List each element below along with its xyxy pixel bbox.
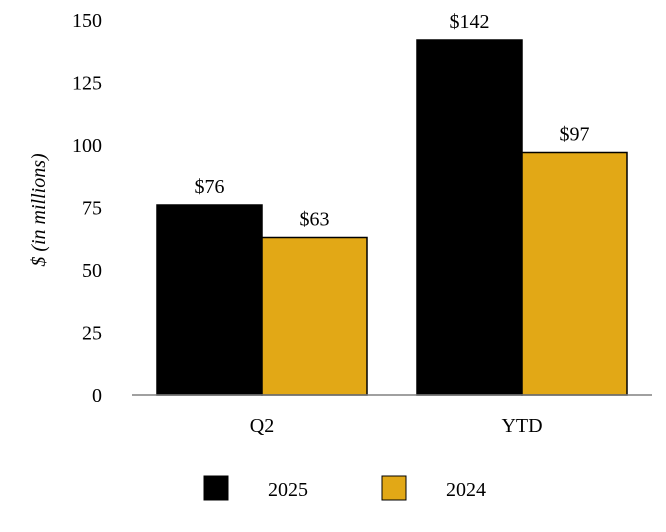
y-axis-label: $ (in millions)	[28, 153, 50, 267]
data-label: $142	[450, 11, 490, 33]
bar-2025-YTD	[416, 39, 523, 396]
legend-swatch-2025	[203, 475, 229, 501]
bar-2025-Q2	[156, 204, 263, 396]
y-tick-label: 150	[72, 10, 102, 32]
legend-label: 2025	[268, 479, 308, 501]
y-tick-label: 0	[92, 385, 102, 407]
bar-2024-Q2	[261, 236, 368, 396]
data-label: $76	[195, 176, 225, 198]
category-label: Q2	[250, 415, 274, 437]
legend-label: 2024	[446, 479, 486, 501]
data-label: $97	[560, 124, 590, 146]
legend-swatch-2024	[381, 475, 407, 501]
category-label: YTD	[501, 415, 542, 437]
y-axis: 0 25 50 75 100 125 150	[72, 10, 102, 407]
y-tick-label: 50	[82, 260, 102, 282]
x-axis: Q2 YTD	[132, 394, 652, 437]
legend: 2025 2024	[203, 475, 486, 501]
bars: $76 $63 $142 $97	[156, 11, 628, 396]
data-label: $63	[300, 209, 330, 231]
bar-2024-YTD	[521, 151, 628, 396]
y-tick-label: 125	[72, 73, 102, 95]
y-tick-label: 100	[72, 135, 102, 157]
y-tick-label: 75	[82, 198, 102, 220]
y-tick-label: 25	[82, 323, 102, 345]
